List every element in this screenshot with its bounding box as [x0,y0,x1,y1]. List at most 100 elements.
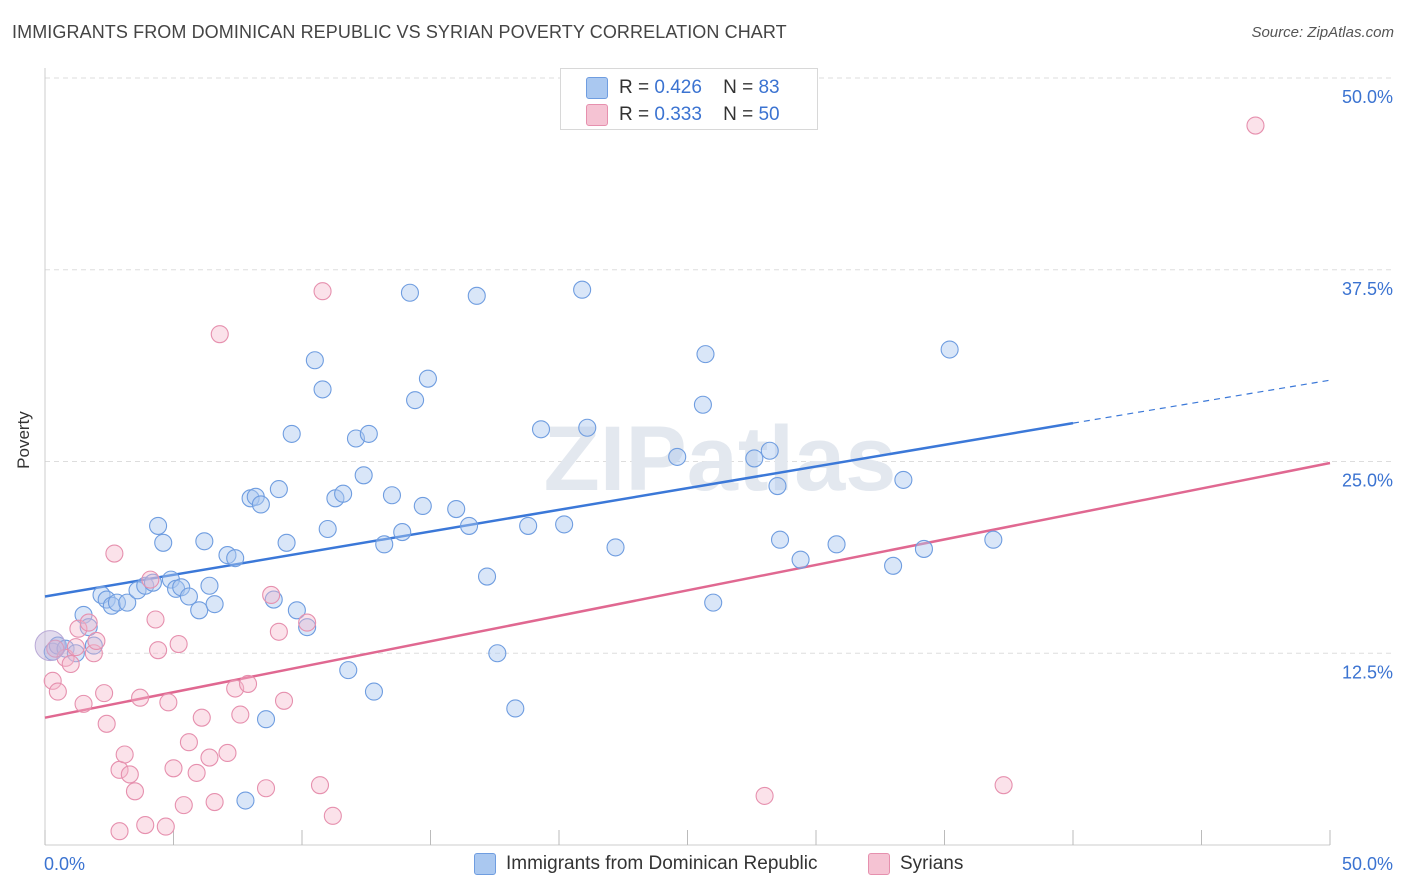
point-syrian [156,817,175,836]
pink-swatch [586,104,608,126]
point-syrian [74,694,93,713]
stats-legend: R = 0.426 N = 83 R = 0.333 N = 50 [560,68,818,130]
point-dominican [66,644,85,663]
point-dominican [172,578,191,597]
r-label: R = [619,104,650,125]
n-label: N = [723,104,754,125]
point-dominican [573,280,592,299]
point-dominican [413,496,432,516]
point-dominican [884,556,903,575]
point-dominican [393,523,412,542]
point-dominican [179,587,198,606]
point-dominican [467,286,486,305]
point-dominican [914,539,933,558]
point-syrian [169,634,188,654]
point-dominican [269,480,288,499]
stats-legend-row-syrians: R = 0.333 N = 50 [561,101,817,127]
point-syrian [323,806,342,825]
point-syrian [46,639,65,658]
point-dominican [555,515,574,534]
watermark: ZIPatlas [544,408,897,510]
point-syrian [95,684,114,703]
point-dominican [488,644,507,663]
point-syrian [205,792,224,812]
point-dominican [143,573,162,592]
point-syrian [218,743,237,763]
blue-swatch [474,853,496,875]
point-cluster [34,630,66,662]
point-syrian [110,822,129,841]
point-dominican [768,476,787,496]
point-dominican [696,345,715,364]
point-dominican [668,447,687,466]
point-syrian [310,776,330,795]
series-legend: Immigrants from Dominican Republic Syria… [0,852,1406,878]
trend-line-syrians [44,461,1331,719]
points [34,116,1265,841]
point-syrian [262,585,281,605]
blue-swatch [586,77,608,99]
point-syrian [105,544,124,563]
point-syrian [115,745,134,764]
point-syrian [256,779,276,798]
point-syrian [1246,116,1265,135]
point-dominican [318,519,337,539]
point-syrian [994,776,1013,795]
point-dominican [791,550,810,569]
point-syrian [146,610,165,629]
point-dominican [760,441,779,460]
point-dominican [382,486,402,505]
source-label: Source: ZipAtlas.com [1251,24,1394,41]
point-dominican [251,495,270,514]
trend-line-dominican-extension [1072,379,1331,424]
point-syrian [210,325,229,344]
point-dominican [984,530,1003,549]
chart-title: IMMIGRANTS FROM DOMINICAN REPUBLIC VS SY… [12,22,787,42]
point-dominican [375,535,394,554]
point-syrian [97,714,116,733]
point-syrian [274,691,294,710]
point-dominican [282,424,301,443]
point-dominican [770,530,790,549]
point-syrian [179,733,198,752]
r-value: 0.333 [654,104,702,125]
point-syrian [69,619,88,638]
n-label: N = [723,77,754,98]
point-dominican [154,533,173,552]
point-syrian [298,613,317,632]
pink-swatch [868,853,890,875]
point-syrian [48,682,67,701]
point-syrian [164,759,183,778]
point-dominican [606,538,625,557]
point-syrian [755,786,774,805]
point-syrian [313,282,332,301]
point-dominican [704,593,723,612]
n-value: 50 [758,104,780,125]
point-syrian [61,654,80,674]
r-label: R = [619,77,650,98]
point-dominican [226,549,245,568]
point-syrian [159,693,178,712]
point-syrian [136,816,155,835]
trend-lines [44,379,1331,719]
y-tick-label: 50.0% [1342,87,1393,107]
y-tick-label: 12.5% [1342,662,1393,682]
point-dominican [149,516,168,535]
y-tick-label: 37.5% [1342,279,1393,299]
point-syrian [120,765,139,784]
point-dominican [195,532,214,551]
point-syrian [200,748,219,767]
point-dominican [339,661,358,680]
x-tick-label: 0.0% [44,854,85,874]
y-tick-label: 25.0% [1342,471,1393,491]
point-dominican [364,682,384,701]
point-syrian [131,688,150,707]
point-dominican [298,618,317,637]
point-syrian [125,782,144,801]
point-dominican [400,283,419,302]
point-dominican [477,567,497,586]
axes [44,68,1331,846]
point-syrian [238,674,258,693]
tick-labels: 12.5% 25.0% 37.5% 50.0% 0.0% 50.0% [44,87,1393,874]
